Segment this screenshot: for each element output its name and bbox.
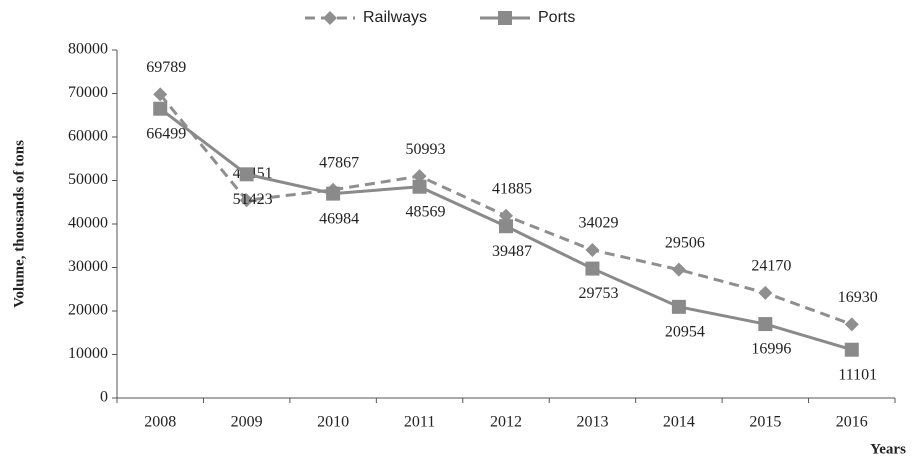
x-tick-label: 2016 (836, 414, 868, 431)
x-tick-label: 2010 (317, 414, 349, 431)
point (585, 242, 600, 257)
y-tick-label: 0 (100, 389, 108, 406)
data-label: 24170 (751, 258, 791, 275)
legend-marker (323, 11, 337, 25)
point (412, 169, 427, 184)
data-label: 34029 (578, 215, 618, 232)
point (239, 167, 254, 182)
y-axis-label: Volume, thousands of tons (11, 140, 27, 308)
data-label: 20954 (665, 324, 705, 341)
point (844, 342, 859, 357)
point (671, 262, 686, 277)
y-tick-label: 80000 (68, 41, 108, 58)
x-tick-label: 2008 (144, 414, 176, 431)
point (412, 179, 427, 194)
legend-marker (498, 11, 512, 25)
point (844, 317, 859, 332)
x-tick-label: 2012 (490, 414, 522, 431)
point (239, 193, 254, 208)
data-label: 39487 (492, 243, 532, 260)
point (585, 261, 600, 276)
data-label: 11101 (838, 366, 877, 383)
point (758, 285, 773, 300)
point (153, 87, 168, 102)
data-label: 51423 (233, 191, 273, 208)
point (499, 219, 513, 234)
x-tick-label: 2013 (576, 414, 608, 431)
data-label: 48569 (406, 203, 446, 220)
x-axis-label: Years (870, 441, 906, 457)
point (671, 299, 686, 314)
data-label: 29506 (665, 234, 705, 251)
legend-label: Railways (363, 9, 427, 26)
y-tick-label: 20000 (68, 302, 108, 319)
data-label: 16996 (751, 341, 791, 358)
data-label: 16930 (838, 289, 878, 306)
x-tick-label: 2015 (749, 414, 781, 431)
point (326, 186, 341, 201)
x-tick-label: 2011 (404, 414, 435, 431)
data-label: 46984 (319, 210, 359, 227)
data-label: 29753 (578, 285, 618, 302)
legend-label: Ports (538, 9, 575, 26)
y-tick-label: 10000 (68, 345, 108, 362)
x-tick-label: 2014 (663, 414, 695, 431)
data-label: 47867 (319, 154, 359, 171)
data-label: 41885 (492, 180, 532, 197)
data-label: 69789 (146, 59, 186, 76)
y-tick-label: 30000 (68, 258, 108, 275)
x-tick-label: 2009 (231, 414, 263, 431)
data-label: 50993 (406, 141, 446, 158)
y-tick-label: 40000 (68, 215, 108, 232)
y-tick-label: 50000 (68, 171, 108, 188)
data-label: 66499 (146, 125, 186, 142)
y-tick-label: 70000 (68, 84, 108, 101)
y-tick-label: 60000 (68, 128, 108, 145)
point (153, 101, 168, 116)
point (758, 317, 773, 332)
